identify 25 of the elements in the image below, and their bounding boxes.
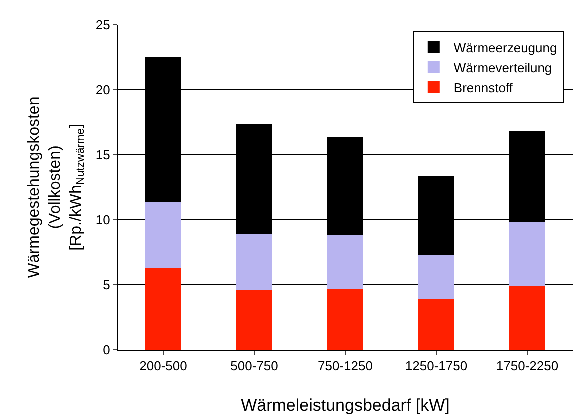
x-tick-label: 200-500 xyxy=(140,358,188,374)
bar xyxy=(236,290,273,350)
bar xyxy=(236,234,273,290)
y-tick-label: 25 xyxy=(96,18,110,33)
y-tick-label: 15 xyxy=(96,148,110,163)
bar xyxy=(418,255,455,300)
bar xyxy=(509,222,546,286)
bar xyxy=(145,202,182,268)
x-tick-label: 1250-1750 xyxy=(405,358,468,374)
x-tick-label: 750-1250 xyxy=(318,358,373,374)
x-axis-title: Wärmeleistungsbedarf [kW] xyxy=(241,396,450,415)
y-tick-label: 5 xyxy=(103,278,110,293)
bar xyxy=(327,288,364,350)
x-tick-label: 1750-2250 xyxy=(496,358,559,374)
legend-label: Wärmeerzeugung xyxy=(454,40,558,56)
y-tick-label: 0 xyxy=(103,342,110,358)
y-tick-label: 10 xyxy=(96,212,110,228)
bar xyxy=(418,299,455,350)
x-tick-label: 500-750 xyxy=(230,358,278,374)
bar xyxy=(509,286,546,350)
bar xyxy=(327,236,364,289)
legend-label: Brennstoff xyxy=(454,80,514,96)
bar xyxy=(145,268,182,350)
y-tick-label: 20 xyxy=(96,82,110,98)
legend-label: Wärmeverteilung xyxy=(454,60,552,76)
